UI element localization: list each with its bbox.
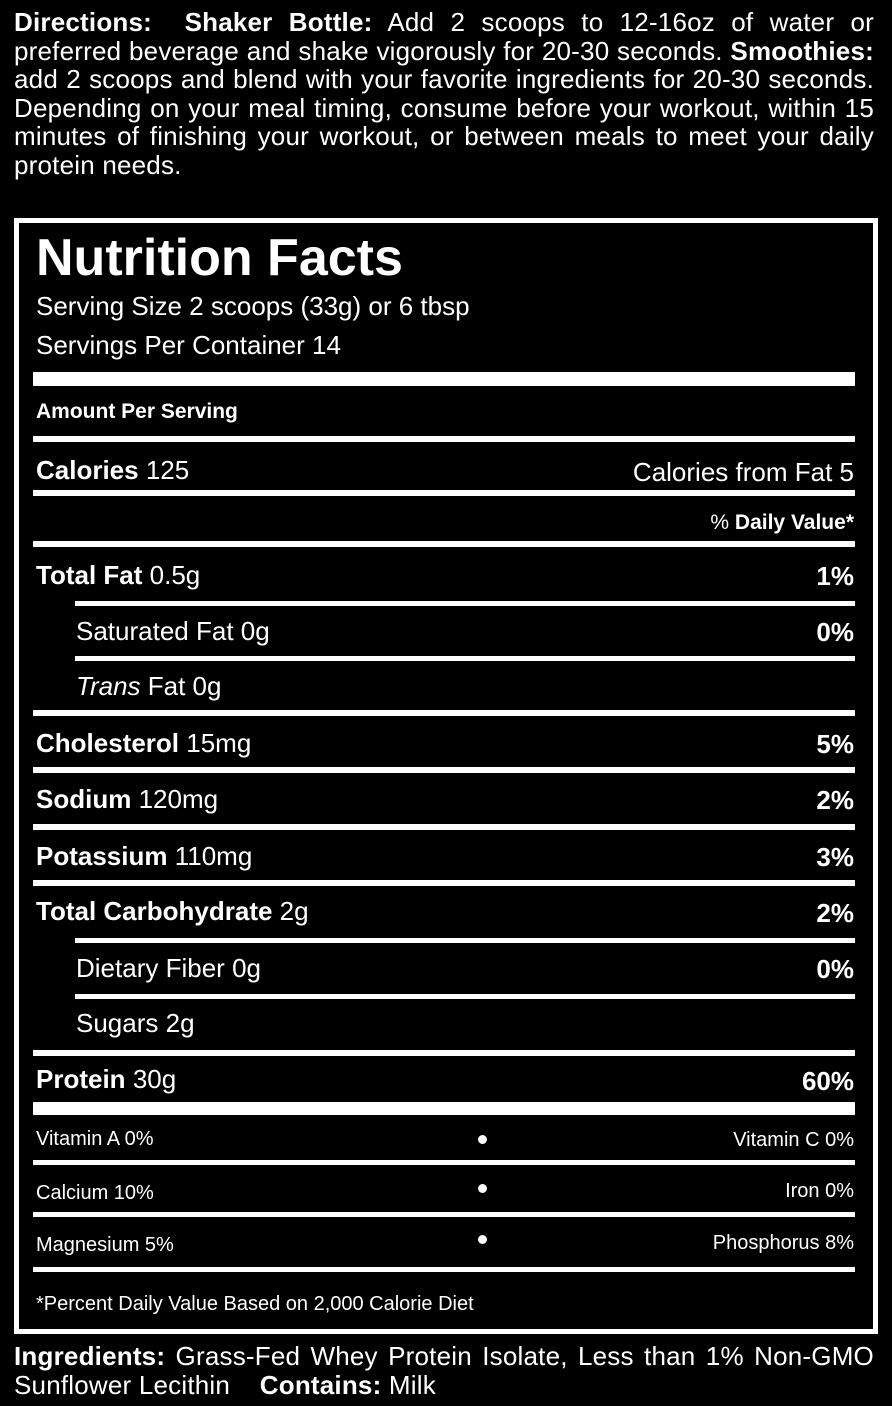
serving-size: Serving Size 2 scoops (33g) or 6 tbsp [36,291,470,321]
nutrient-amount: 0.5g [149,560,201,590]
nutrient-dv: 5% [816,729,854,759]
smoothies-text: add 2 scoops and blend with your favorit… [14,64,874,180]
nutrient-dv: 0% [816,617,854,647]
nutrient-amount: 15mg [186,728,252,758]
nutrient-dv: 60% [801,1066,854,1096]
footnote: *Percent Daily Value Based on 2,000 Calo… [36,1293,474,1315]
nutrient-name: Trans [76,671,141,701]
divider [33,1212,855,1217]
nutrient-name: Protein [36,1064,126,1094]
percent-sign: % [710,511,730,534]
vitamin-right: Vitamin C 0% [733,1129,854,1151]
nutrient-name: Total Carbohydrate [36,896,273,926]
nutrient-amount: 0g [240,616,270,646]
shaker-text: Add 2 scoops to 12-16oz of water or pref… [14,7,874,66]
nutrient-amount: 2g [279,896,309,926]
calories-value: 125 [145,455,190,485]
nutrient-row-dietary-fiber: Dietary Fiber 0g [76,953,261,983]
calories-label: Calories [36,455,139,485]
calories-from-fat: Calories from Fat 5 [632,457,854,487]
vitamin-right: Iron 0% [785,1180,854,1202]
nutrient-name: Total Fat [36,560,143,590]
nutrient-row-sodium: Sodium 120mg [36,784,218,814]
nutrient-amount: Fat 0g [147,671,222,701]
divider [33,1267,855,1272]
contains-text: Milk [388,1369,436,1400]
contains-label: Contains: [259,1369,382,1400]
divider [75,994,855,999]
nutrient-row-protein: Protein 30g [36,1064,176,1094]
divider [33,1160,855,1165]
divider [33,1050,855,1056]
nutrient-dv: 2% [816,898,854,928]
daily-value-label: Daily Value* [734,511,854,534]
nutrient-row-potassium: Potassium 110mg [36,841,252,871]
ingredients-text: Ingredients: Grass-Fed Whey Protein Isol… [14,1342,874,1399]
thick-divider [33,1102,855,1115]
nutrient-dv: 2% [816,785,854,815]
divider [33,541,855,547]
nutrient-name: Sugars [76,1008,159,1038]
thick-divider [33,372,855,386]
bullet-icon [478,1235,487,1244]
divider [33,710,855,716]
divider [33,767,855,773]
directions-text: Directions: Shaker Bottle: Add 2 scoops … [14,8,874,179]
divider [75,656,855,661]
vitamin-left: Vitamin A 0% [36,1128,154,1150]
divider [75,601,855,606]
nutrient-row-sugars: Sugars 2g [76,1008,195,1038]
nutrient-row-total-fat: Total Fat 0.5g [36,560,200,590]
divider [33,824,855,830]
vitamin-left: Magnesium 5% [36,1234,174,1256]
nutrition-facts-box [14,218,878,1334]
daily-value-header: % Daily Value* [710,508,854,538]
divider [33,436,855,442]
nutrient-amount: 30g [132,1064,177,1094]
bullet-icon [478,1135,487,1144]
ingredients-list: Grass-Fed Whey Protein Isolate, Less tha… [14,1341,874,1400]
nutrient-amount: 110mg [174,841,253,871]
nutrient-amount: 120mg [138,784,219,814]
nutrient-row-total-carbohydrate: Total Carbohydrate 2g [36,896,309,926]
nutrient-row-saturated-fat: Saturated Fat 0g [76,616,270,646]
bullet-icon [478,1184,487,1193]
nutrient-name: Sodium [36,784,132,814]
ingredients-label: Ingredients: [14,1341,166,1371]
nutrition-title: Nutrition Facts [36,229,403,287]
servings-per-container: Servings Per Container 14 [36,330,341,360]
nutrient-dv: 0% [816,954,854,984]
vitamin-left: Calcium 10% [36,1182,154,1204]
nutrient-dv: 1% [816,561,854,591]
nutrient-name: Potassium [36,841,168,871]
calories-row: Calories 125 [36,455,189,485]
directions-label: Directions: [14,7,153,37]
smoothies-label: Smoothies: [730,35,874,66]
nutrient-dv: 3% [816,842,854,872]
vitamin-right: Phosphorus 8% [712,1232,854,1254]
nutrient-row-trans-fat: Trans Fat 0g [76,671,221,701]
nutrient-name: Cholesterol [36,728,180,758]
divider [75,938,855,943]
nutrient-name: Saturated Fat [76,616,234,646]
divider [33,490,855,496]
divider [33,880,855,886]
nutrient-amount: 0g [232,953,261,983]
nutrient-row-cholesterol: Cholesterol 15mg [36,728,251,758]
nutrient-amount: 2g [165,1008,195,1038]
shaker-label: Shaker Bottle: [184,7,373,37]
amount-per-serving: Amount Per Serving [36,400,238,423]
nutrient-name: Dietary Fiber [76,953,225,983]
